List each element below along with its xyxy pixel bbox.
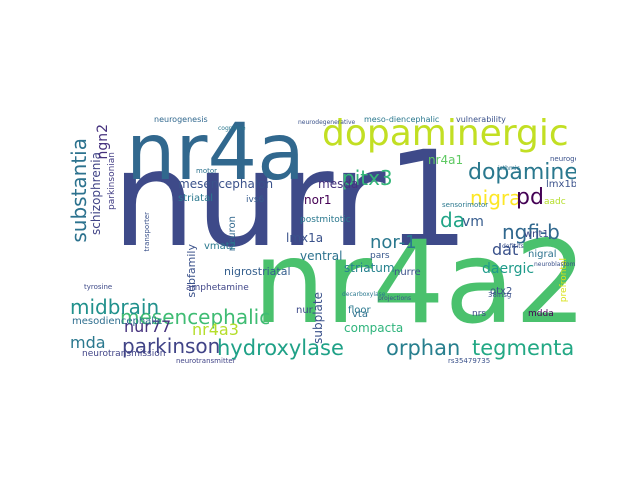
- word-vta: vta: [352, 310, 368, 320]
- word-daergic: daergic: [482, 262, 534, 276]
- word-sensorimotor: rs35479735: [448, 358, 490, 365]
- word-nigrostriatal: nigrostriatal: [224, 266, 291, 277]
- word-amphetamine: tyrosine: [84, 284, 112, 291]
- word-mesencephalon: mesencephalon: [178, 178, 273, 190]
- word-38insg: neurogenic: [550, 156, 576, 163]
- word-nurre: nigral: [528, 250, 556, 260]
- word-neurogenic: isthmic: [498, 166, 520, 172]
- word-nr4a1: nr4a1: [428, 154, 463, 166]
- word-meso-diencephalic: vulnerability: [456, 116, 506, 124]
- word-deficits: neuroblastoma: [534, 262, 576, 268]
- word-nor1: nor1: [304, 194, 332, 206]
- word-cloud: nurr1 nr4a2 nr4a dopaminergic dopamine s…: [68, 112, 576, 368]
- word-projections: neurodegenerative: [298, 120, 355, 126]
- word-ivs6: vmat2: [204, 242, 236, 252]
- word-vm: vm: [462, 215, 484, 229]
- word-striatal: ivs6: [246, 196, 264, 205]
- word-neurogenesis: meso-diencephalic: [364, 116, 439, 124]
- word-subplate: postmitotic: [300, 216, 351, 225]
- word-schizophrenia: schizophrenia: [90, 152, 102, 235]
- word-parkinsonian: parkinsonian: [108, 152, 117, 210]
- word-wnt1: lmx1b: [546, 180, 576, 190]
- word-mesda: mesda: [318, 178, 358, 190]
- word-nr4a3: nr4a3: [192, 322, 239, 338]
- word-otx2: nrs: [472, 310, 486, 319]
- word-lmx1a: lmx1a: [286, 232, 323, 244]
- word-nigral: wnt1: [524, 230, 549, 240]
- word-decarboxylase: projections: [378, 296, 411, 302]
- word-neurotransmission: neurotransmitter: [176, 358, 236, 365]
- word-orphan: orphan: [386, 338, 460, 359]
- word-vmat2: amphetamine: [186, 284, 249, 293]
- word-neurotransmitter: neurogenesis: [154, 116, 208, 124]
- word-nbre: subplate: [312, 292, 324, 344]
- word-pd: pd: [516, 187, 544, 209]
- word-ventral: ventral: [300, 250, 342, 262]
- word-cognitive: deficits: [502, 244, 524, 250]
- word-transporter: transporter: [144, 212, 151, 252]
- word-vulnerability: sensorimotor: [442, 202, 488, 209]
- word-lmx1b: aadc: [544, 198, 566, 207]
- word-mdda: striatal: [178, 194, 213, 204]
- word-pars: nurre: [394, 268, 421, 278]
- word-compacta: compacta: [344, 322, 403, 334]
- word-substantia: substantia: [69, 138, 89, 243]
- word-tegmental: tegmental: [472, 338, 576, 359]
- word-nrs: mdda: [528, 310, 554, 319]
- word-dopaminergic: dopaminergic: [322, 116, 569, 152]
- word-motor: motor: [196, 168, 217, 175]
- word-neurodegenerative: cognitive: [218, 126, 246, 132]
- word-nor-1: nor-1: [370, 234, 417, 252]
- word-midbrain: midbrain: [70, 297, 159, 317]
- word-postmitotic: pars: [370, 252, 390, 261]
- word-tyrosine: neurotransmission: [82, 350, 165, 359]
- word-striatum: striatum: [344, 262, 395, 274]
- word-mesodiencephalic: mesodiencephalic: [72, 317, 162, 327]
- word-nur: nur: [296, 306, 313, 316]
- word-rs35479735: 38insg: [488, 292, 511, 299]
